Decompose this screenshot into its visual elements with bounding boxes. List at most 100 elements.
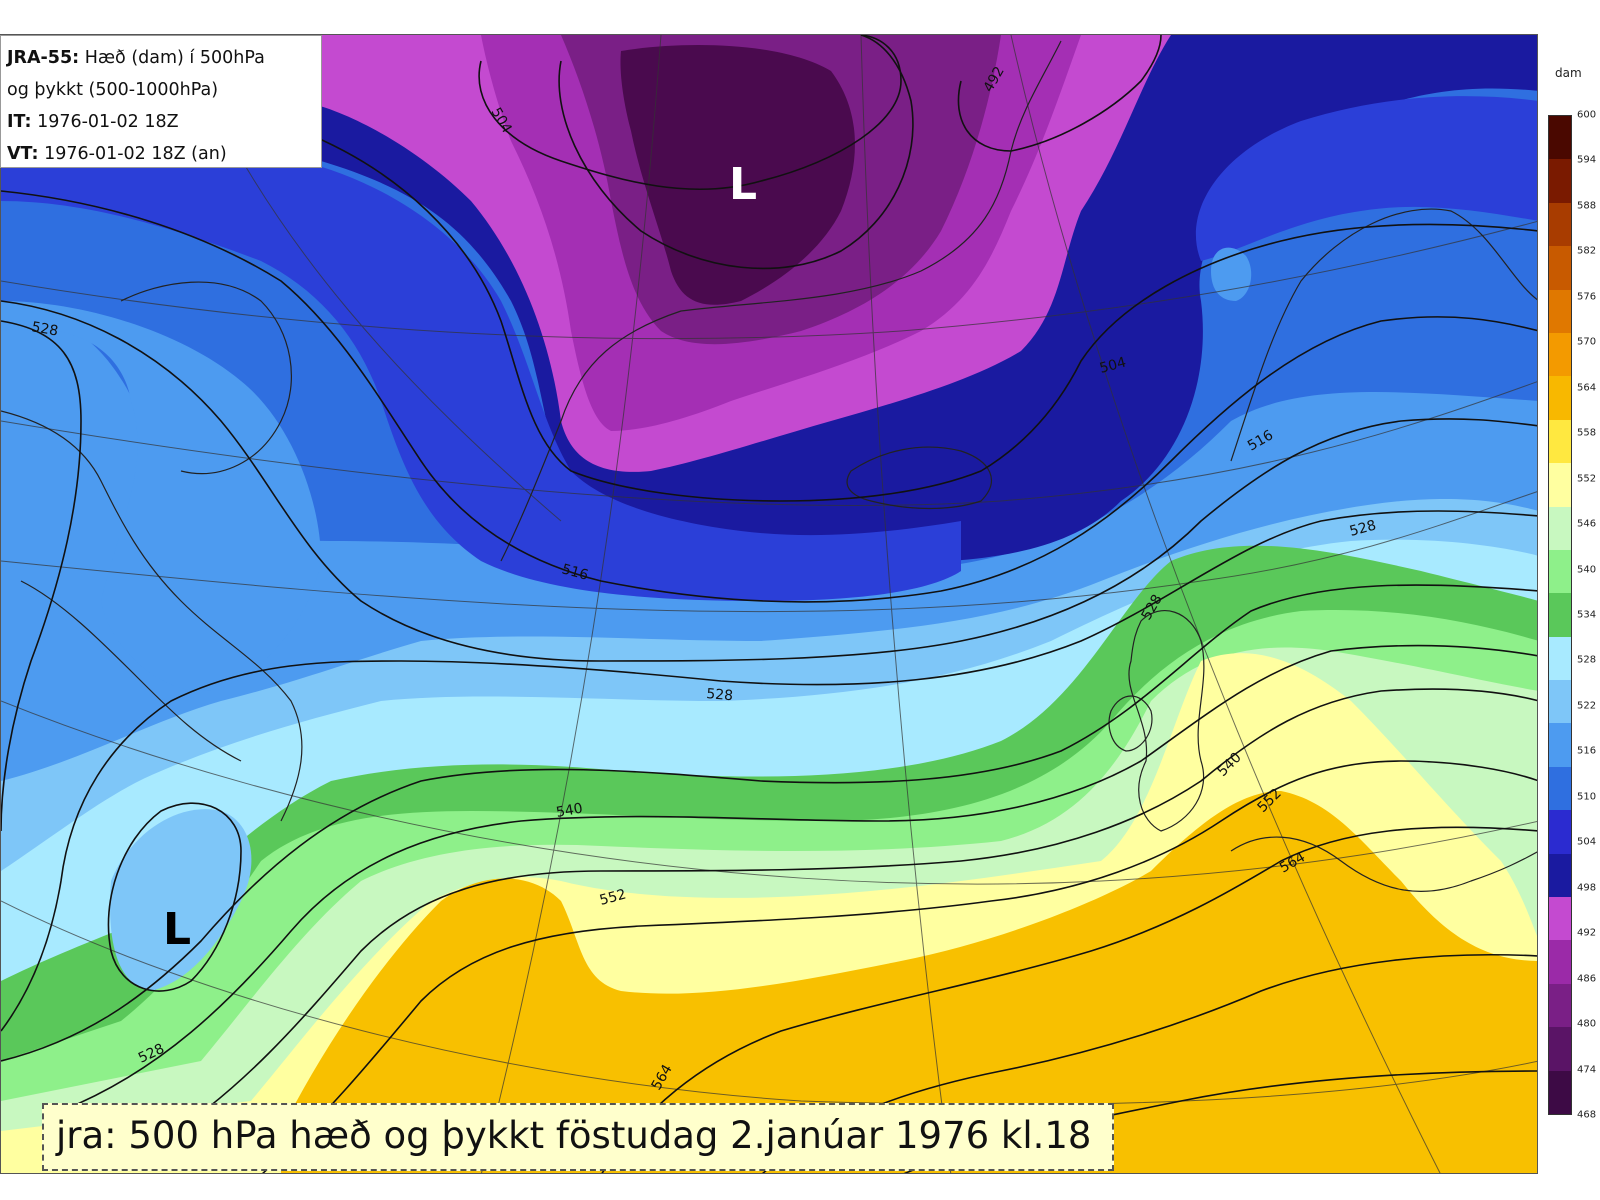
caption: jra: 500 hPa hæð og þykkt föstudag 2.jan… [42, 1103, 1114, 1171]
map-frame[interactable]: 504 492 528 504 516 516 528 528 540 552 … [0, 34, 1538, 1174]
legend-tick-label: 510 [1577, 791, 1597, 803]
legend-tick-label: 516 [1577, 745, 1597, 757]
legend-tick-label: 480 [1577, 1018, 1597, 1030]
coast-scandinavia [1230, 208, 1537, 462]
contour-504-west [300, 130, 1537, 502]
contour-label: 516 [560, 561, 590, 583]
legend-tick-label: 540 [1577, 564, 1597, 576]
legend-tick-label: 522 [1577, 700, 1597, 712]
legend-unit: dam [1555, 66, 1582, 80]
info-line-2: og þykkt (500-1000hPa) [7, 80, 219, 100]
legend-tick-label: 558 [1577, 427, 1597, 439]
contour-504-east [1, 190, 1537, 603]
band-light-sky-low [110, 809, 252, 991]
legend-tick-label: 534 [1577, 609, 1597, 621]
coastlines [1, 40, 1537, 892]
legend-swatch [1549, 116, 1571, 160]
legend-swatch [1549, 940, 1571, 984]
legend-swatch [1549, 723, 1571, 767]
legend-tick-label: 504 [1577, 836, 1597, 848]
contour-label: 528 [1348, 517, 1378, 539]
coast-baffin [120, 281, 292, 475]
model-name: JRA-55: [7, 48, 80, 68]
legend-swatch [1549, 593, 1571, 637]
legend-swatch [1549, 853, 1571, 898]
legend-swatch [1549, 636, 1571, 681]
legend-swatch [1549, 246, 1571, 290]
legend-swatch [1549, 810, 1571, 854]
contour-label: 552 [598, 886, 628, 908]
legend-swatch [1549, 159, 1571, 203]
contour-516 [1, 300, 1537, 662]
contour-label: 540 [555, 801, 584, 821]
legend-tick-label: 588 [1577, 200, 1597, 212]
low-marker-west: L [163, 904, 191, 955]
legend-tick-label: 570 [1577, 336, 1597, 348]
legend-swatch [1549, 766, 1571, 811]
contour-552 [160, 688, 1537, 1142]
legend-tick-label: 528 [1577, 654, 1597, 666]
band-sky-west [1, 301, 321, 691]
band-amber [281, 791, 1537, 1173]
legend-tick-label: 492 [1577, 927, 1597, 939]
contour-528-mid [1, 510, 1537, 1032]
legend-swatch [1549, 419, 1571, 464]
graticule [1, 35, 1537, 1173]
legend-tick-label: 468 [1577, 1109, 1597, 1121]
legend-tick-label: 582 [1577, 245, 1597, 257]
contour-low-w [107, 802, 242, 992]
legend-swatch [1549, 463, 1571, 507]
contour-558 [262, 760, 1537, 1173]
it-label: IT: [7, 112, 32, 132]
map-canvas[interactable]: 504 492 528 504 516 516 528 528 540 552 … [1, 35, 1538, 1174]
contour-528-west [1, 320, 82, 832]
legend-swatch [1549, 289, 1571, 333]
legend-swatch [1549, 983, 1571, 1028]
it-value: 1976-01-02 18Z [31, 112, 179, 132]
coast-britain [1128, 610, 1205, 832]
legend-tick-label: 498 [1577, 882, 1597, 894]
legend-tick-label: 552 [1577, 473, 1597, 485]
legend-tick-label: 564 [1577, 382, 1597, 394]
legend-swatch [1549, 680, 1571, 724]
contour-label: 504 [1098, 354, 1128, 376]
contour-564 [601, 826, 1537, 1173]
legend-tick-label: 594 [1577, 154, 1597, 166]
legend-swatch [1549, 549, 1571, 594]
legend-tick-label: 546 [1577, 518, 1597, 530]
contour-north-inner [558, 35, 914, 270]
band-blue-nw [1, 131, 961, 601]
legend-swatch [1549, 897, 1571, 941]
info-line-1: JRA-55: Hæð (dam) í 500hPa [7, 42, 315, 74]
legend-tick-label: 600 [1577, 109, 1597, 121]
vt-label: VT: [7, 144, 39, 164]
height-contours [1, 35, 1537, 1173]
legend-swatch [1549, 1070, 1571, 1114]
contour-540 [1, 584, 1537, 1062]
vt-value: 1976-01-02 18Z (an) [38, 144, 227, 164]
contour-label: 528 [30, 319, 59, 339]
coast-europe [1230, 836, 1537, 892]
legend-swatch [1549, 1027, 1571, 1071]
coast-labrador [20, 580, 242, 762]
band-blue-ne [1196, 96, 1537, 261]
info-line-it: IT: 1976-01-02 18Z [7, 106, 315, 138]
color-legend [1548, 115, 1572, 1115]
low-marker-north: L [729, 159, 757, 210]
coast-iceland [846, 446, 992, 510]
legend-tick-label: 576 [1577, 291, 1597, 303]
contour-492 [957, 35, 1162, 152]
legend-tick-label: 474 [1577, 1064, 1597, 1076]
contour-546 [60, 644, 1537, 1112]
legend-swatch [1549, 506, 1571, 550]
info-line-vt: VT: 1976-01-02 18Z (an) [7, 138, 315, 170]
legend-swatch [1549, 202, 1571, 247]
contour-label: 528 [706, 686, 734, 704]
variable-description: Hæð (dam) í 500hPa [79, 48, 265, 68]
info-box: JRA-55: Hæð (dam) í 500hPa og þykkt (500… [0, 35, 322, 168]
legend-swatch [1549, 376, 1571, 420]
coast-ireland [1108, 695, 1153, 752]
legend-swatch [1549, 332, 1571, 377]
contour-north-low [478, 35, 902, 191]
band-purple-dark [620, 45, 855, 305]
